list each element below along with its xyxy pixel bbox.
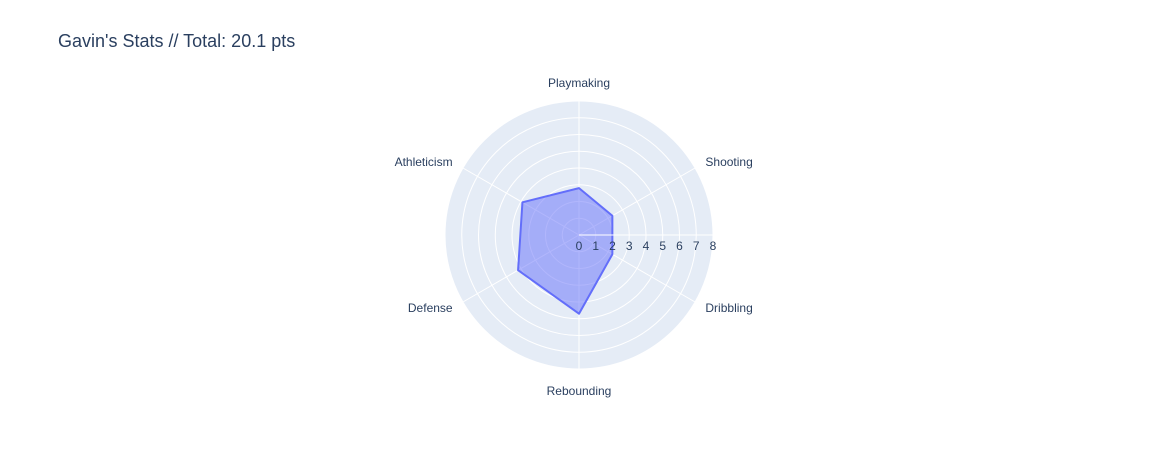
chart-title: Gavin's Stats // Total: 20.1 pts — [58, 31, 296, 51]
series-area — [517, 187, 614, 315]
radial-tick-label: 6 — [676, 239, 683, 253]
radial-tick-label: 4 — [643, 239, 650, 253]
category-label-playmaking: Playmaking — [548, 76, 610, 90]
category-label-dribbling: Dribbling — [705, 301, 752, 315]
radial-tick-label: 0 — [576, 239, 583, 253]
radial-tick-label: 1 — [592, 239, 599, 253]
category-label-shooting: Shooting — [705, 155, 752, 169]
radial-tick-label: 5 — [659, 239, 666, 253]
series-layer — [517, 187, 614, 315]
angular-tick-labels: Playmaking Shooting Dribbling Rebounding Def… — [395, 76, 753, 398]
radial-tick-label: 2 — [609, 239, 616, 253]
category-label-rebounding: Rebounding — [547, 384, 612, 398]
category-label-defense: Defense — [408, 301, 453, 315]
radial-tick-label: 8 — [710, 239, 717, 253]
radial-tick-label: 7 — [693, 239, 700, 253]
radial-tick-label: 3 — [626, 239, 633, 253]
category-label-athleticism: Athleticism — [395, 155, 453, 169]
